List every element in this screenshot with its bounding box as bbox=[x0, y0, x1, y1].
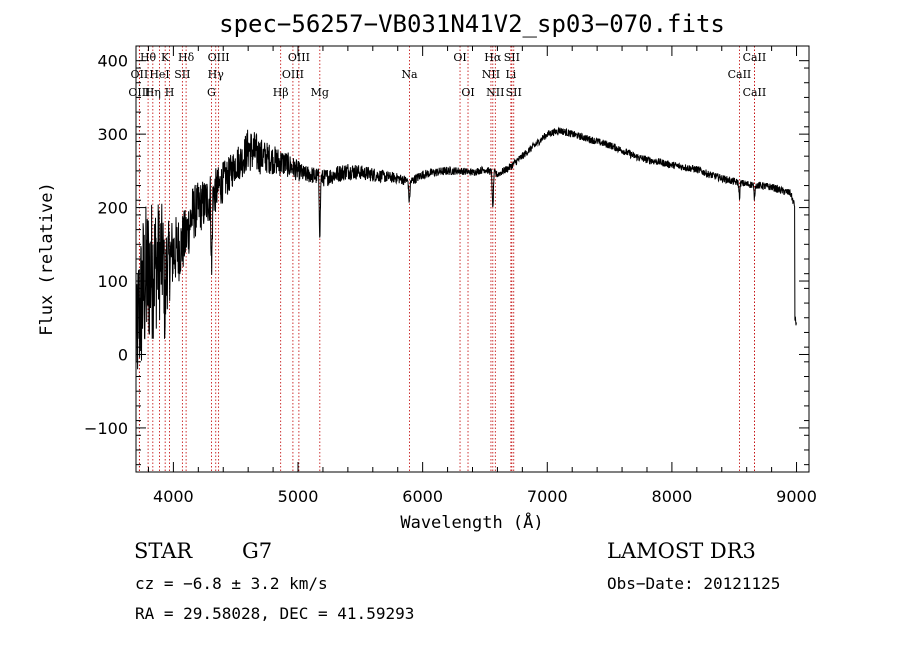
spectral-line-label: OI bbox=[453, 51, 466, 64]
y-tick-label: 400 bbox=[97, 52, 128, 71]
x-tick-label: 9000 bbox=[776, 487, 817, 506]
spectral-line-label: Mg bbox=[311, 86, 329, 99]
spectral-line-label: Hγ bbox=[208, 68, 225, 81]
y-tick-label: 300 bbox=[97, 125, 128, 144]
spectral-line-label: SII bbox=[174, 68, 190, 81]
x-tick-label: 4000 bbox=[153, 487, 194, 506]
axis-ticks: 4000 5000 6000 7000 8000 9000 −100 0 100 200 300 40… bbox=[84, 46, 817, 506]
spectral-line-label: Hδ bbox=[178, 51, 195, 64]
object-class: STAR bbox=[134, 539, 193, 563]
spectral-line-label: HeI bbox=[149, 68, 169, 81]
x-tick-label: 8000 bbox=[652, 487, 693, 506]
y-tick-label: 200 bbox=[97, 199, 128, 218]
plot-frame bbox=[135, 45, 810, 473]
y-axis-label: Flux (relative) bbox=[37, 182, 57, 336]
redshift-info: cz = −6.8 ± 3.2 km/s bbox=[135, 574, 328, 593]
spectral-line-label: SII bbox=[504, 51, 520, 64]
spectral-line-label: NII bbox=[486, 86, 504, 99]
chart-title: spec−56257−VB031N41V2_sp03−070.fits bbox=[219, 10, 725, 38]
spectral-line-label: OI bbox=[461, 86, 474, 99]
y-tick-label: 100 bbox=[97, 272, 128, 291]
spectral-line-label: OIII bbox=[208, 51, 230, 64]
spectral-line-label: Hθ bbox=[140, 51, 157, 64]
spectral-line-label: OIII bbox=[288, 51, 310, 64]
y-tick-label: 0 bbox=[118, 345, 128, 364]
x-tick-label: 5000 bbox=[278, 487, 319, 506]
spectral-line-label: Hβ bbox=[273, 86, 289, 99]
spectral-line-label: G bbox=[207, 86, 216, 99]
spectral-line-label: Li bbox=[505, 68, 516, 81]
spectrum-line bbox=[135, 126, 797, 370]
spectral-line-markers bbox=[138, 46, 755, 472]
y-tick-label: −100 bbox=[84, 419, 128, 438]
object-subclass: G7 bbox=[242, 539, 272, 563]
coordinates-info: RA = 29.58028, DEC = 41.59293 bbox=[135, 604, 414, 623]
observation-date: Obs−Date: 20121125 bbox=[607, 574, 780, 593]
spectral-line-label: K bbox=[161, 51, 170, 64]
x-tick-label: 6000 bbox=[402, 487, 443, 506]
spectral-line-label: Hη bbox=[145, 86, 161, 99]
x-axis-label: Wavelength (Å) bbox=[400, 511, 543, 533]
spectral-line-label: Hα bbox=[484, 51, 502, 64]
spectral-line-label: NII bbox=[482, 68, 500, 81]
spectral-line-label: SII bbox=[506, 86, 522, 99]
spectral-line-label: CaII bbox=[743, 86, 767, 99]
spectral-line-label: CaII bbox=[728, 68, 752, 81]
spectral-line-label: OIII bbox=[282, 68, 304, 81]
x-tick-label: 7000 bbox=[527, 487, 568, 506]
survey-name: LAMOST DR3 bbox=[607, 539, 756, 563]
spectral-line-label: Na bbox=[401, 68, 418, 81]
spectral-line-label: OIII bbox=[128, 86, 150, 99]
spectral-line-label: OII bbox=[131, 68, 149, 81]
spectral-line-label: CaII bbox=[743, 51, 767, 64]
spectral-line-label: H bbox=[165, 86, 175, 99]
